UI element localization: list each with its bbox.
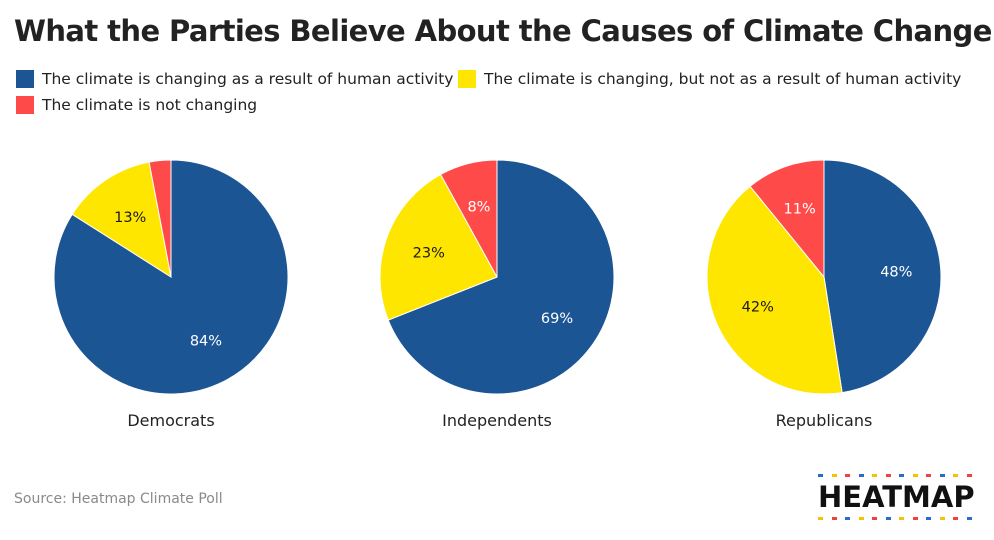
pie-label-republicans-1: 42% bbox=[742, 300, 774, 316]
chart-title: What the Parties Believe About the Cause… bbox=[14, 14, 992, 48]
pie-slice-independents-0 bbox=[387, 159, 615, 395]
logo-dot bbox=[831, 474, 837, 477]
logo-dot bbox=[899, 474, 904, 477]
logo-dot bbox=[818, 474, 823, 477]
logo-dot bbox=[953, 474, 958, 477]
pie-name-republicans: Republicans bbox=[776, 411, 873, 430]
legend-item-not-human: The climate is changing, but not as a re… bbox=[458, 70, 961, 88]
logo-dot bbox=[966, 474, 972, 477]
logo-dot bbox=[845, 517, 850, 520]
legend-swatch-not-human bbox=[458, 70, 476, 88]
legend-label-not-human: The climate is changing, but not as a re… bbox=[484, 70, 962, 88]
logo-dot bbox=[885, 517, 891, 520]
logo-dot bbox=[966, 517, 972, 520]
legend-swatch-human bbox=[16, 70, 34, 88]
logo-dot bbox=[872, 517, 877, 520]
logo-dot bbox=[858, 517, 864, 520]
legend-swatch-not-changing bbox=[16, 96, 34, 114]
logo-dot bbox=[818, 517, 823, 520]
pie-slice-republicans-2 bbox=[749, 159, 825, 279]
pie-label-democrats-1: 13% bbox=[114, 210, 146, 226]
heatmap-logo: HEATMAP bbox=[812, 472, 982, 522]
logo-dot bbox=[912, 517, 918, 520]
legend-label-not-changing: The climate is not changing bbox=[42, 96, 258, 114]
logo-dot bbox=[926, 517, 931, 520]
pie-slice-democrats-2 bbox=[148, 159, 172, 278]
legend-item-not-changing: The climate is not changing bbox=[16, 96, 257, 114]
pie-label-independents-2: 8% bbox=[467, 200, 490, 216]
pie-slice-independents-1 bbox=[379, 173, 498, 321]
logo-dot bbox=[858, 474, 864, 477]
pie-name-independents: Independents bbox=[442, 411, 552, 430]
legend-label-human: The climate is changing as a result of h… bbox=[42, 70, 454, 88]
pie-slice-republicans-0 bbox=[823, 159, 942, 394]
pie-label-independents-0: 69% bbox=[541, 311, 573, 327]
logo-dot bbox=[831, 517, 837, 520]
logo-text: HEATMAP bbox=[818, 480, 975, 514]
logo-dot bbox=[845, 474, 850, 477]
logo-dot bbox=[912, 474, 918, 477]
logo-dot bbox=[926, 474, 931, 477]
logo-dot bbox=[899, 517, 904, 520]
logo-dot bbox=[939, 474, 945, 477]
logo-dot bbox=[885, 474, 891, 477]
pie-name-democrats: Democrats bbox=[127, 411, 214, 430]
pie-label-republicans-2: 11% bbox=[784, 202, 816, 218]
pie-slice-independents-2 bbox=[439, 159, 498, 278]
pie-label-democrats-0: 84% bbox=[190, 334, 222, 350]
pie-slice-republicans-1 bbox=[706, 185, 843, 395]
legend-item-human: The climate is changing as a result of h… bbox=[16, 70, 453, 88]
logo-dot bbox=[872, 474, 877, 477]
pie-label-republicans-0: 48% bbox=[880, 264, 912, 280]
logo-dot bbox=[953, 517, 958, 520]
source-note: Source: Heatmap Climate Poll bbox=[14, 491, 223, 507]
logo-dot bbox=[939, 517, 945, 520]
pie-slice-democrats-1 bbox=[71, 161, 172, 279]
pie-label-independents-1: 23% bbox=[413, 245, 445, 261]
